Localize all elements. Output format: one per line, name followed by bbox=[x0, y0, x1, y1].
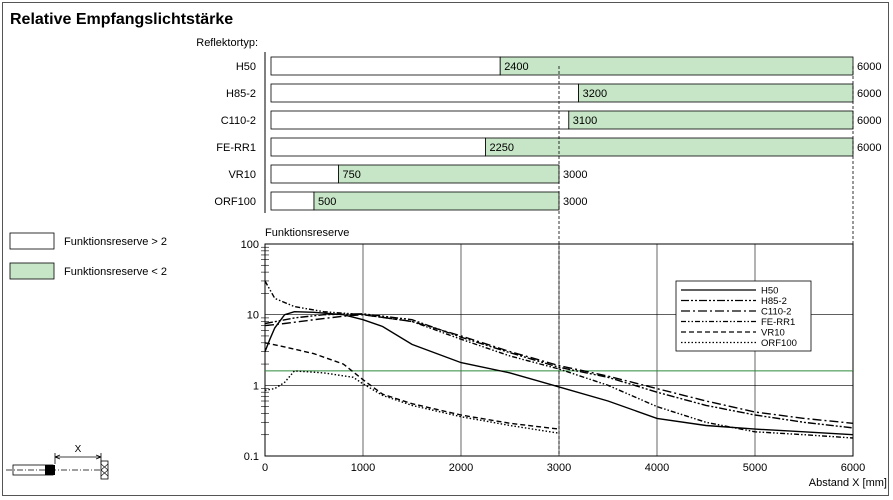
bar-max-label: 6000 bbox=[857, 142, 881, 154]
bar-reserve-high bbox=[270, 164, 339, 184]
x-tick-label: 4000 bbox=[645, 462, 669, 474]
bar-reserve-high bbox=[270, 110, 570, 130]
bar-category-label: C110-2 bbox=[221, 115, 256, 127]
bar-max-label: 6000 bbox=[857, 88, 881, 100]
legend-series-label: H50 bbox=[761, 286, 778, 297]
y-axis-title: Funktionsreserve bbox=[265, 227, 349, 239]
series-line bbox=[264, 370, 560, 434]
dimension-label: X bbox=[75, 444, 82, 455]
legend-series-label: ORF100 bbox=[761, 338, 797, 349]
legend-box-lt2 bbox=[9, 262, 55, 280]
x-tick-label: 3000 bbox=[547, 462, 571, 474]
category-axis-label: Reflektortyp: bbox=[196, 37, 258, 49]
bar-threshold-label: 500 bbox=[318, 196, 336, 208]
legend-series-label: H85-2 bbox=[761, 296, 787, 307]
bar-reserve-high bbox=[270, 83, 580, 103]
bar-max-label: 6000 bbox=[857, 115, 881, 127]
reflector-hatch bbox=[100, 463, 109, 477]
bar-category-label: H85-2 bbox=[226, 88, 256, 100]
bar-category-label: VR10 bbox=[228, 169, 256, 181]
y-tick-label: 1 bbox=[253, 380, 259, 392]
bar-max-label: 3000 bbox=[563, 196, 587, 208]
bar-reserve-low bbox=[313, 191, 560, 211]
bar-reserve-low bbox=[485, 137, 854, 157]
bar-reserve-low bbox=[568, 110, 854, 130]
y-tick-label: 10 bbox=[247, 310, 259, 322]
bar-max-label: 6000 bbox=[857, 61, 881, 73]
bar-category-label: ORF100 bbox=[214, 196, 256, 208]
x-axis-title: Abstand X [mm] bbox=[809, 477, 887, 489]
legend-box-gt2 bbox=[9, 232, 55, 250]
bar-threshold-label: 3100 bbox=[573, 115, 597, 127]
x-tick-label: 2000 bbox=[449, 462, 473, 474]
bar-threshold-label: 2400 bbox=[504, 61, 528, 73]
bar-category-label: FE-RR1 bbox=[216, 142, 256, 154]
legend-series-label: FE-RR1 bbox=[761, 317, 795, 328]
distance-diagram-icon bbox=[6, 453, 109, 480]
bar-reserve-high bbox=[270, 191, 315, 211]
legend-series-label: VR10 bbox=[761, 328, 785, 339]
legend-label-lt2: Funktionsreserve < 2 bbox=[64, 266, 167, 278]
series-line bbox=[264, 342, 560, 430]
bar-reserve-high bbox=[270, 137, 486, 157]
x-tick-label: 5000 bbox=[743, 462, 767, 474]
legend-label-gt2: Funktionsreserve > 2 bbox=[64, 236, 167, 248]
series-line bbox=[264, 313, 854, 424]
bar-threshold-label: 3200 bbox=[583, 88, 607, 100]
bar-threshold-label: 750 bbox=[343, 169, 361, 181]
line-legend-box bbox=[675, 280, 812, 352]
chart-title: Relative Empfangslichtstärke bbox=[10, 11, 233, 28]
bar-max-label: 3000 bbox=[563, 169, 587, 181]
legend-series-label: C110-2 bbox=[761, 307, 791, 318]
dimension-arrow bbox=[54, 454, 102, 460]
y-tick-label: 0.1 bbox=[244, 451, 259, 463]
series-line bbox=[264, 313, 854, 429]
x-tick-label: 6000 bbox=[841, 462, 865, 474]
bar-reserve-low bbox=[499, 56, 854, 76]
bar-threshold-label: 2250 bbox=[490, 142, 514, 154]
y-tick-label: 100 bbox=[241, 239, 259, 251]
bar-category-label: H50 bbox=[236, 61, 256, 73]
bar-reserve-low bbox=[338, 164, 560, 184]
x-tick-label: 1000 bbox=[351, 462, 375, 474]
bar-reserve-low bbox=[578, 83, 854, 103]
reflector bbox=[100, 460, 109, 480]
bar-reserve-high bbox=[270, 56, 501, 76]
x-tick-label: 0 bbox=[262, 462, 268, 474]
series-line bbox=[264, 310, 854, 436]
series-line bbox=[264, 280, 854, 439]
